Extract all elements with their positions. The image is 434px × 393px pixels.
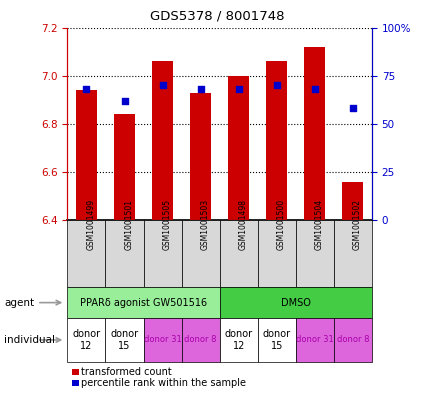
Text: GSM1001504: GSM1001504 xyxy=(314,199,323,250)
Bar xyxy=(257,220,295,287)
Text: GSM1001502: GSM1001502 xyxy=(352,199,361,250)
Bar xyxy=(72,369,79,375)
Text: GSM1001500: GSM1001500 xyxy=(276,199,285,250)
Point xyxy=(349,105,355,112)
Text: donor
15: donor 15 xyxy=(262,329,290,351)
Bar xyxy=(72,380,79,386)
Point xyxy=(83,86,90,92)
Text: GDS5378 / 8001748: GDS5378 / 8001748 xyxy=(150,10,284,23)
Text: donor
12: donor 12 xyxy=(72,329,100,351)
Bar xyxy=(105,318,143,362)
Point xyxy=(235,86,242,92)
Text: agent: agent xyxy=(4,298,34,308)
Bar xyxy=(67,287,219,318)
Bar xyxy=(333,220,371,287)
Text: GSM1001505: GSM1001505 xyxy=(162,199,171,250)
Bar xyxy=(152,61,173,220)
Text: donor 8: donor 8 xyxy=(184,336,217,344)
Text: donor 31: donor 31 xyxy=(295,336,333,344)
Bar xyxy=(257,318,295,362)
Bar xyxy=(76,90,97,220)
Point xyxy=(311,86,318,92)
Text: GSM1001499: GSM1001499 xyxy=(86,199,95,250)
Text: GSM1001501: GSM1001501 xyxy=(124,199,133,250)
Text: GSM1001498: GSM1001498 xyxy=(238,199,247,250)
Bar xyxy=(219,287,371,318)
Text: GSM1001503: GSM1001503 xyxy=(200,199,209,250)
Bar xyxy=(333,318,371,362)
Point xyxy=(159,82,166,88)
Bar xyxy=(342,182,362,220)
Bar xyxy=(105,220,143,287)
Bar xyxy=(190,92,210,220)
Bar xyxy=(67,318,105,362)
Bar xyxy=(181,318,219,362)
Text: transformed count: transformed count xyxy=(81,367,172,377)
Bar xyxy=(266,61,286,220)
Bar xyxy=(181,220,219,287)
Bar xyxy=(219,318,257,362)
Point xyxy=(197,86,204,92)
Text: DMSO: DMSO xyxy=(280,298,310,308)
Text: percentile rank within the sample: percentile rank within the sample xyxy=(81,378,246,388)
Text: individual: individual xyxy=(4,335,55,345)
Text: PPARδ agonist GW501516: PPARδ agonist GW501516 xyxy=(80,298,207,308)
Text: donor 8: donor 8 xyxy=(336,336,368,344)
Point xyxy=(121,97,128,104)
Bar xyxy=(114,114,135,220)
Text: donor
12: donor 12 xyxy=(224,329,252,351)
Point xyxy=(273,82,279,88)
Text: donor
15: donor 15 xyxy=(110,329,138,351)
Bar xyxy=(295,318,333,362)
Bar xyxy=(67,220,105,287)
Bar xyxy=(143,220,181,287)
Text: donor 31: donor 31 xyxy=(143,336,181,344)
Bar xyxy=(295,220,333,287)
Bar xyxy=(304,47,325,220)
Bar xyxy=(228,75,249,220)
Bar xyxy=(143,318,181,362)
Bar xyxy=(219,220,257,287)
